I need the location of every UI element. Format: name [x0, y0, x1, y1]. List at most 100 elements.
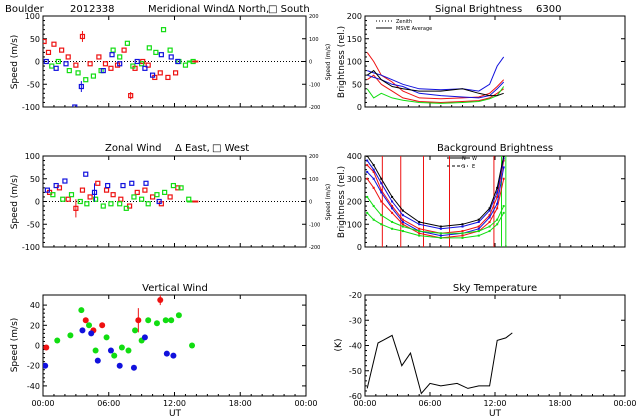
background-point-green-a	[461, 232, 464, 235]
meridional-point-green	[146, 45, 152, 51]
sky-xtick-label: 00:00	[613, 399, 636, 408]
background-series-black	[366, 156, 505, 228]
background-point-blue-b	[366, 170, 369, 173]
meridional-point-red	[96, 54, 102, 60]
background-point-green-b	[401, 230, 404, 233]
sky-xtick-label: 18:00	[548, 399, 571, 408]
zonal-ytick-label: 0	[35, 198, 40, 207]
background-point-red-b	[418, 232, 421, 235]
meridional-point-red	[165, 74, 171, 81]
background-point-red-a	[488, 214, 491, 217]
background-point-black	[418, 220, 421, 223]
title-wavelength: 6300	[536, 4, 561, 15]
background-point-red-a	[461, 230, 464, 233]
background-point-green-b	[502, 211, 505, 214]
background-point-green-b	[488, 230, 491, 233]
vertical-point-blue	[163, 350, 170, 357]
zonal-point-red	[65, 196, 71, 202]
meridional-point-green	[110, 47, 116, 53]
background-point-green-b	[496, 223, 499, 226]
title-sky: Sky Temperature	[453, 283, 537, 294]
zonal-point-red	[118, 196, 124, 202]
legend-s: S	[462, 164, 465, 170]
background-point-black	[461, 223, 464, 226]
meridional-point-green	[55, 58, 61, 65]
background-point-green-a	[372, 205, 375, 208]
background-point-black	[477, 218, 480, 221]
vertical-point-green	[54, 337, 61, 344]
background-point-blue-a	[418, 223, 421, 226]
background-point-black	[366, 156, 369, 157]
background-series-blue-a	[366, 158, 505, 230]
background-series-green-b	[366, 212, 505, 239]
legend-msve: MSVE Average	[396, 26, 432, 32]
meridional-ytick-label: 0	[35, 58, 40, 67]
ylabel-zonal: Speed (m/s)	[10, 175, 20, 230]
background-point-red-b	[461, 234, 464, 237]
title-east: Δ East,	[175, 143, 210, 154]
zonal-ytick-label: -50	[27, 220, 40, 229]
meridional-point-red	[121, 47, 127, 53]
zonal-point-blue	[143, 180, 149, 186]
vertical-point-green	[67, 332, 74, 339]
title-date: 2012338	[70, 4, 115, 15]
background-ytick-label: 100	[347, 220, 362, 229]
title-west: □ West	[212, 143, 249, 154]
zonal-point-green	[178, 185, 184, 191]
vertical-xtick-label: 00:00	[31, 399, 54, 408]
zonal-ytick-right-label: -100	[309, 222, 320, 228]
meridional-point-blue	[72, 104, 78, 107]
background-series-red-a	[366, 160, 505, 234]
zonal-point-green	[117, 201, 123, 207]
zonal-ytick-right-label: 100	[309, 177, 319, 183]
background-point-green-b	[391, 227, 394, 230]
background-point-green-b	[366, 211, 369, 214]
meridional-ytick-label: 50	[30, 35, 40, 44]
vertical-xtick-label: 00:00	[294, 399, 317, 408]
background-point-red-a	[391, 205, 394, 208]
meridional-point-green	[75, 70, 81, 76]
background-point-red-b	[496, 207, 499, 210]
meridional-point-green	[90, 73, 97, 79]
xlabel-left: UT	[169, 409, 182, 419]
vertical-point-green	[168, 317, 175, 324]
background-point-green-a	[488, 225, 491, 228]
meridional-point-blue	[134, 58, 140, 65]
vertical-point-blue	[130, 364, 137, 371]
zonal-point-blue	[44, 187, 50, 193]
background-point-blue-a	[391, 200, 394, 203]
zonal-point-red	[110, 192, 116, 198]
zonal-point-red	[167, 194, 173, 200]
vertical-ytick-label: -40	[27, 382, 40, 391]
zonal-point-green	[60, 196, 66, 202]
background-point-blue-b	[372, 177, 375, 180]
background-point-red-b	[380, 200, 383, 203]
sky-series-sky	[366, 332, 513, 395]
background-point-red-a	[380, 189, 383, 192]
vertical-point-green	[92, 347, 99, 354]
vertical-ytick-label: 20	[30, 321, 40, 330]
zonal-point-blue	[129, 180, 135, 186]
meridional-point-red	[172, 70, 179, 76]
background-point-black	[380, 177, 383, 180]
sky-ytick-label: -30	[349, 316, 362, 325]
zonal-point-red	[87, 194, 93, 200]
title-zonal: Zonal Wind	[105, 143, 162, 154]
background-point-blue-a	[366, 159, 369, 162]
vertical-point-green	[86, 322, 93, 329]
zonal-ytick-label: 100	[25, 152, 40, 161]
signal-series-red-b	[366, 74, 504, 104]
signal-ytick-label: 50	[352, 80, 362, 89]
vertical-point-green	[175, 312, 182, 319]
background-point-blue-a	[380, 182, 383, 185]
title-north: Δ North,	[228, 4, 269, 15]
background-point-green-a	[366, 195, 369, 198]
sky-ytick-label: -50	[349, 367, 362, 376]
background-point-red-a	[366, 164, 369, 167]
background-point-red-b	[391, 211, 394, 214]
vertical-point-green	[145, 317, 152, 324]
background-point-blue-b	[477, 227, 480, 230]
meridional-point-blue	[117, 61, 123, 67]
background-point-green-b	[418, 234, 421, 237]
sky-xtick-label: 12:00	[483, 399, 506, 408]
